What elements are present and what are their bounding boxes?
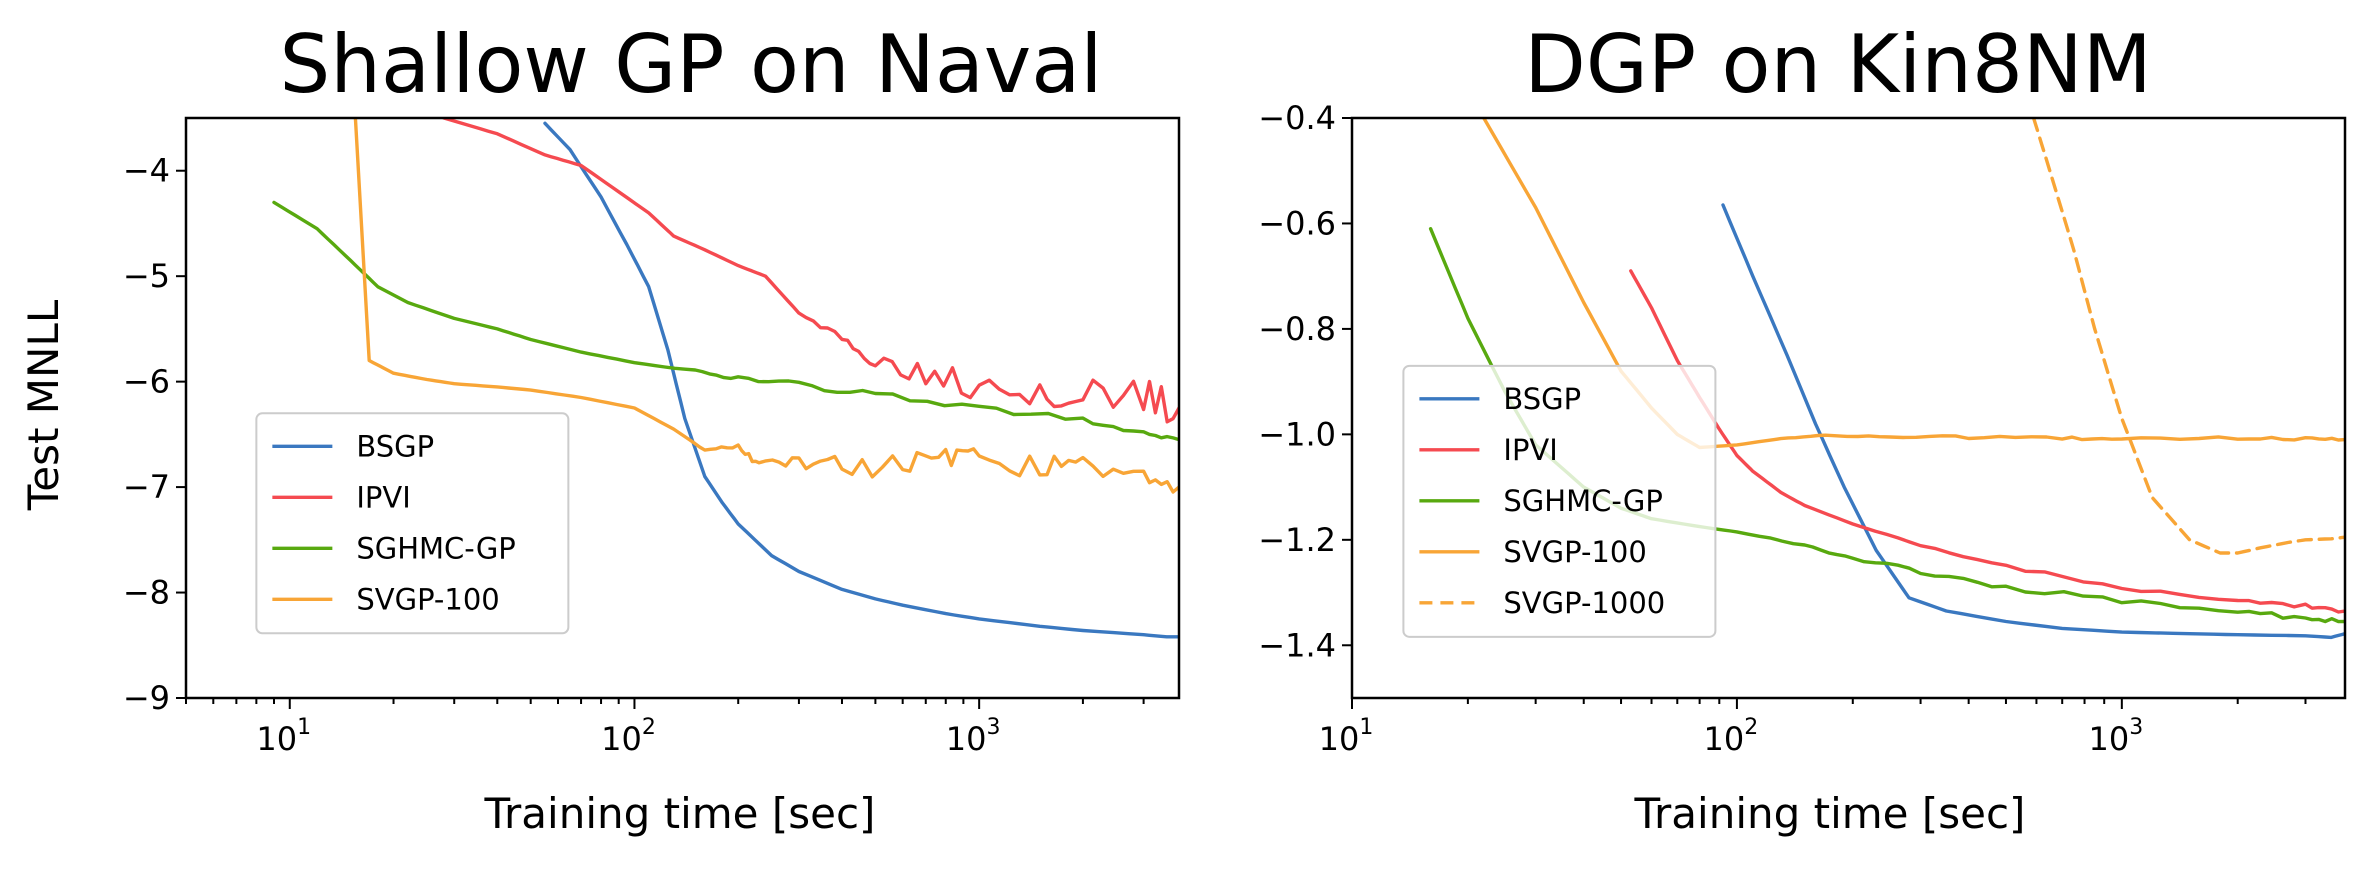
series-line-sghmc-gp (272, 200, 1179, 442)
x-axis-label: Training time [sec] (484, 789, 876, 838)
series-line-ipvi (442, 118, 1179, 424)
series-line-ipvi (1629, 269, 2345, 614)
legend-label-ipvi: IPVI (356, 480, 410, 514)
chart-panel-shallow-gp-naval: Shallow GP on Naval Test MNLL Training t… (19, 18, 1181, 838)
axis-ticks: −0.4 −0.6 −0.8 −1.0 −1.2 −1.4 101 102 103 (1258, 99, 2307, 758)
plot-area (272, 118, 1179, 639)
x-tick-label: 103 (946, 715, 1001, 758)
series-line-svgp-100 (353, 118, 1179, 494)
y-tick-label: −5 (123, 257, 170, 295)
y-tick-label: −1.0 (1258, 415, 1336, 453)
y-tick-label: −6 (123, 363, 170, 401)
y-tick-label: −0.4 (1258, 99, 1336, 137)
x-tick-label: 103 (2088, 715, 2143, 758)
chart-title: Shallow GP on Naval (280, 18, 1103, 111)
y-tick-label: −0.8 (1258, 310, 1336, 348)
legend-label-ipvi: IPVI (1503, 433, 1557, 467)
y-tick-label: −0.6 (1258, 204, 1336, 242)
legend-label-sghmc-gp: SGHMC-GP (356, 531, 515, 565)
x-tick-label: 102 (601, 715, 656, 758)
axis-ticks: −4 −5 −6 −7 −8 −9 101 102 103 (123, 152, 1145, 758)
legend-label-svgp-100: SVGP-100 (356, 582, 499, 616)
legend-label-sghmc-gp: SGHMC-GP (1503, 484, 1662, 518)
y-tick-label: −4 (123, 152, 170, 190)
y-tick-label: −1.4 (1258, 626, 1336, 664)
legend-label-bsgp: BSGP (1503, 382, 1581, 416)
legend-label-bsgp: BSGP (356, 429, 434, 463)
legend: BSGP IPVI SGHMC-GP SVGP-100 SVGP-1000 (1402, 364, 1717, 638)
y-axis-label: Test MNLL (19, 299, 68, 511)
y-tick-label: −8 (123, 574, 170, 612)
x-tick-label: 102 (1704, 715, 1759, 758)
y-tick-label: −9 (123, 679, 170, 717)
chart-title: DGP on Kin8NM (1524, 18, 2152, 111)
legend-box (255, 412, 570, 635)
legend-label-svgp-100: SVGP-100 (1503, 535, 1646, 569)
series-line-svgp-1000 (2031, 118, 2345, 555)
axes-frame (184, 116, 1181, 700)
series-line-bsgp (1721, 203, 2345, 640)
x-tick-label: 101 (256, 715, 311, 758)
y-tick-label: −7 (123, 468, 170, 506)
axes-frame (1350, 116, 2347, 700)
legend-box (1402, 364, 1717, 638)
x-tick-label: 101 (1319, 715, 1374, 758)
series-line-svgp-100 (1482, 118, 2345, 450)
chart-panel-dgp-kin8nm: DGP on Kin8NM Training time [sec] −0.4−0… (1258, 18, 2347, 838)
legend: BSGP IPVI SGHMC-GP SVGP-100 (255, 412, 570, 635)
legend-label-svgp-1000: SVGP-1000 (1503, 586, 1665, 620)
series-line-bsgp (543, 121, 1179, 639)
y-tick-label: −1.2 (1258, 521, 1336, 559)
x-axis-label: Training time [sec] (1634, 789, 2026, 838)
